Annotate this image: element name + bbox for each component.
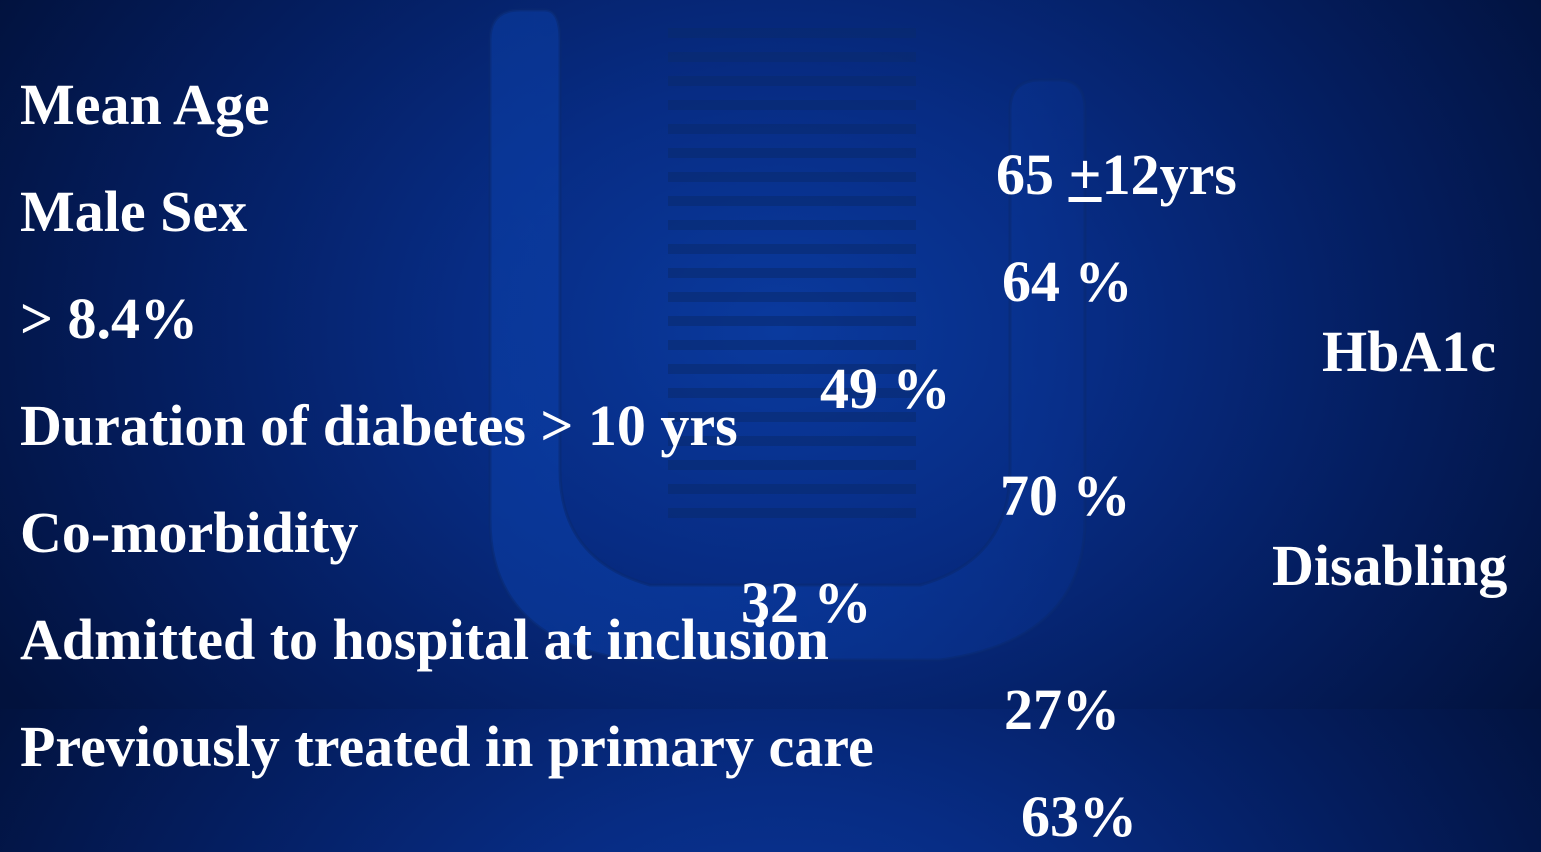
plus-minus-sign: + (1068, 142, 1102, 207)
row-value: 27% (1004, 677, 1120, 742)
row-extra: Disabling (1272, 533, 1508, 598)
row-extra: HbA1c (1322, 319, 1496, 384)
row-hba1c: > 8.4% 49 % (0, 214, 951, 424)
row-value: 65 +12yrs (996, 140, 1237, 210)
row-label: Duration of diabetes > 10 yrs (20, 393, 738, 458)
row-duration-diabetes: Duration of diabetes > 10 yrs 70 % Disab… (0, 321, 1507, 601)
row-male-sex: Male Sex 64 % HbA1c (0, 107, 1496, 387)
row-value: 64 % (1002, 249, 1133, 314)
row-value: 49 % (820, 356, 951, 421)
row-label: Co-morbidity (20, 500, 359, 565)
row-label: > 8.4% (20, 286, 199, 351)
row-label: Previously treated in primary care (20, 714, 874, 779)
value-number: 65 (996, 142, 1069, 207)
row-value: 63% (1021, 784, 1137, 849)
row-label: Admitted to hospital at inclusion (20, 607, 829, 672)
row-label: Mean Age (20, 72, 270, 137)
row-label: Male Sex (20, 179, 248, 244)
row-primary-care: Previously treated in primary care 63% (0, 642, 1137, 852)
row-value: 32 % (741, 570, 872, 635)
row-value: 70 % (1000, 463, 1131, 528)
row-mean-age: Mean Age 65 +12yrs (0, 0, 1237, 210)
value-unit: 12yrs (1101, 142, 1237, 207)
row-comorbidity: Co-morbidity 32 % (0, 428, 872, 638)
